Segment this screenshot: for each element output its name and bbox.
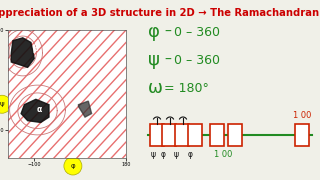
Text: 1 00: 1 00	[293, 111, 311, 120]
Circle shape	[64, 157, 82, 175]
Polygon shape	[11, 38, 34, 67]
Bar	[210, 124, 224, 146]
Text: ψ: ψ	[150, 150, 156, 159]
Text: α: α	[37, 105, 42, 114]
Text: –: –	[164, 53, 171, 67]
Bar	[175, 124, 189, 146]
Text: 1 00: 1 00	[214, 150, 232, 159]
Polygon shape	[78, 101, 92, 117]
Bar	[295, 124, 309, 146]
Circle shape	[0, 95, 11, 113]
Polygon shape	[21, 99, 49, 122]
Text: φ: φ	[161, 150, 165, 159]
Text: ψ: ψ	[148, 51, 160, 69]
Text: β: β	[33, 44, 38, 53]
Bar	[150, 124, 164, 146]
Text: ψ: ψ	[0, 101, 4, 107]
Text: 0 – 360: 0 – 360	[174, 26, 220, 39]
Bar	[188, 124, 202, 146]
Text: 0 – 360: 0 – 360	[174, 53, 220, 66]
Text: –: –	[164, 25, 171, 39]
Text: = 180°: = 180°	[164, 82, 209, 94]
Text: φ: φ	[71, 163, 75, 169]
Text: ψ: ψ	[173, 150, 179, 159]
Text: ω: ω	[148, 79, 163, 97]
Text: An appreciation of a 3D structure in 2D → The Ramachandran Map: An appreciation of a 3D structure in 2D …	[0, 8, 320, 18]
Text: φ: φ	[148, 23, 160, 41]
Text: φ: φ	[188, 150, 193, 159]
Bar	[228, 124, 242, 146]
Bar	[162, 124, 176, 146]
